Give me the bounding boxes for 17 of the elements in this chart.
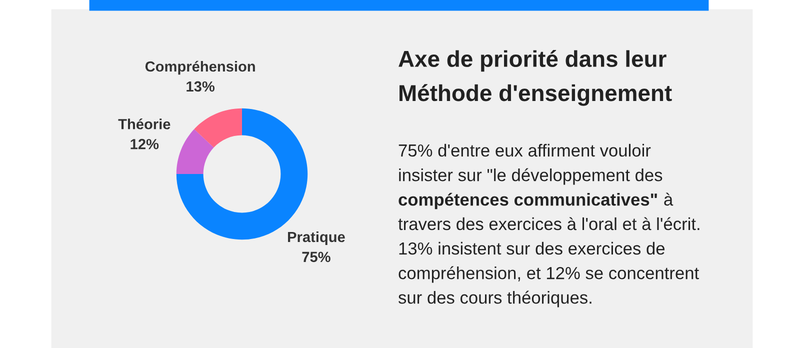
data-label: 75% xyxy=(302,252,330,262)
text: sur des cours théoriques. xyxy=(398,290,592,308)
slice-label: Compréhension xyxy=(145,60,255,75)
slice-label: Pratique xyxy=(288,231,345,246)
text: compréhension, et 12% se concentrent xyxy=(398,266,699,283)
donut-slice xyxy=(194,108,242,148)
text: compétences communicatives" xyxy=(398,192,657,210)
text: à xyxy=(664,192,674,206)
text: 13% insistent sur des exercices de xyxy=(399,242,665,255)
data-label: 13% xyxy=(186,81,215,92)
donut-slice xyxy=(176,129,214,174)
text: Axe de priorité dans leur Méthode d'enseignement xyxy=(398,50,672,106)
text: insister sur "le développement des xyxy=(399,168,662,185)
slice-label: Théorie xyxy=(118,118,170,130)
text: 75% d'entre eux affirment vouloir xyxy=(398,144,651,157)
text: travers des exercices à l'oral et à l'écrit. xyxy=(398,217,700,230)
data-label: 12% xyxy=(130,138,159,150)
